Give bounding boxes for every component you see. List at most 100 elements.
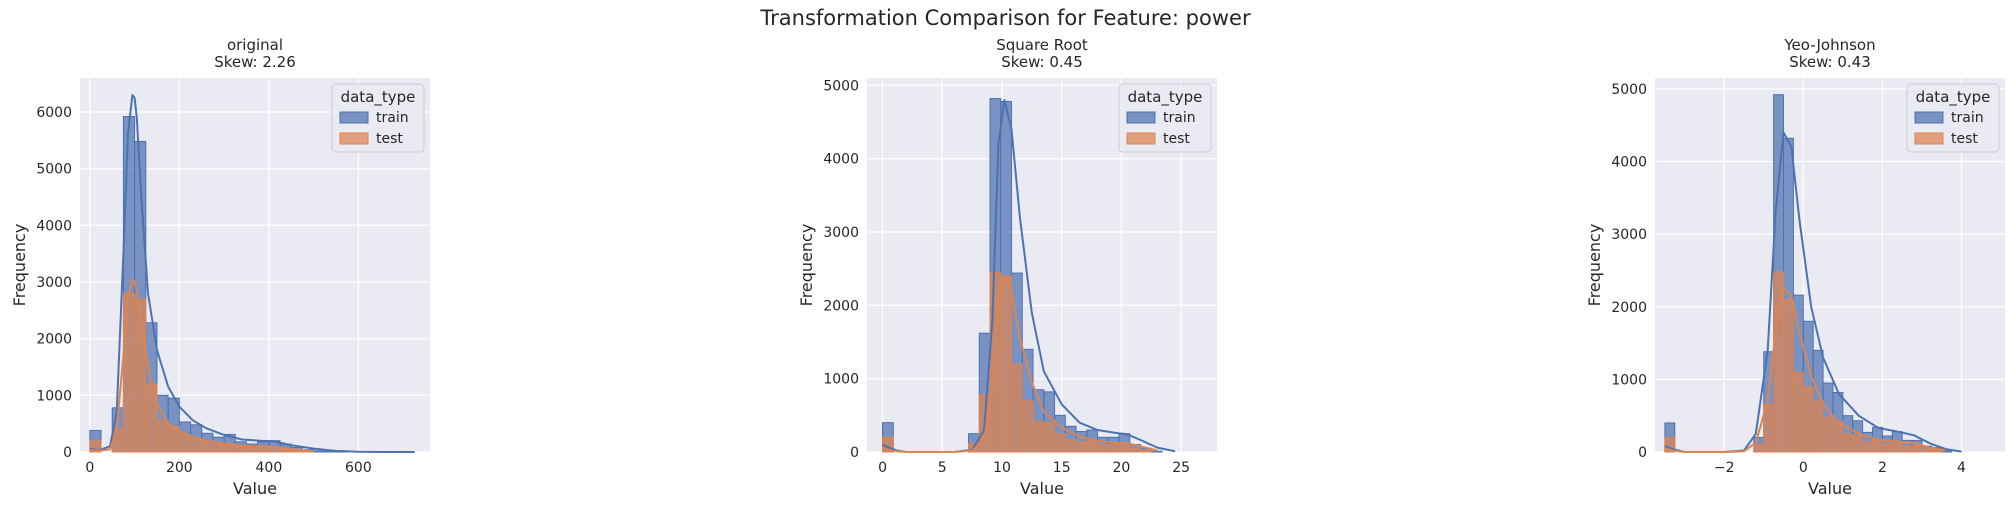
histogram-bar — [178, 434, 192, 453]
histogram-bar — [1021, 400, 1034, 453]
panel-subtitle: Skew: 0.43 — [1789, 53, 1871, 71]
histogram-bar — [89, 440, 102, 453]
y-tick-label: 4000 — [823, 152, 859, 168]
y-axis-label: Frequency — [1585, 224, 1604, 307]
y-tick-label: 4000 — [36, 218, 72, 234]
y-tick-label: 0 — [63, 445, 72, 461]
y-tick-label: 3000 — [823, 225, 859, 241]
kde-line-test — [89, 278, 314, 453]
histogram-bar — [212, 444, 225, 453]
histogram-bar — [1054, 433, 1066, 453]
histogram-bar — [1822, 416, 1834, 453]
kde-line-test — [1664, 287, 1946, 453]
histogram-bar — [201, 441, 214, 453]
kde-line-train — [89, 94, 415, 453]
panel-title: Yeo-Johnson — [1783, 36, 1875, 54]
legend-title: data_type — [341, 88, 416, 107]
histogram-bar — [1792, 371, 1804, 453]
histogram-bar — [1129, 447, 1142, 453]
y-tick-label: 1000 — [823, 372, 859, 388]
histogram-bar — [134, 298, 147, 453]
x-tick-label: 25 — [1172, 460, 1190, 476]
histogram-bar — [1000, 275, 1013, 453]
x-tick-label: 10 — [993, 460, 1011, 476]
legend-label-test: test — [1163, 131, 1190, 147]
panel-subtitle: Skew: 0.45 — [1001, 53, 1083, 71]
y-tick-label: 2000 — [823, 298, 859, 314]
panel-title: original — [227, 36, 283, 54]
legend-title: data_type — [1916, 88, 1991, 107]
y-tick-label: 5000 — [36, 162, 72, 178]
x-tick-label: 0 — [85, 460, 94, 476]
x-tick-label: 20 — [1113, 460, 1131, 476]
x-tick-label: 0 — [878, 460, 887, 476]
histogram-bar — [1881, 443, 1893, 453]
x-tick-label: 600 — [345, 460, 372, 476]
legend-label-test: test — [376, 131, 403, 147]
histogram-bar — [156, 419, 169, 453]
kde-line-test — [882, 276, 1158, 453]
y-tick-label: 6000 — [36, 105, 72, 121]
x-tick-label: 15 — [1053, 460, 1071, 476]
x-tick-label: 0 — [1799, 460, 1808, 476]
histogram-bar — [1032, 420, 1045, 453]
histogram-bar — [1075, 441, 1088, 453]
histogram-bar — [1891, 441, 1903, 453]
x-tick-label: 2 — [1878, 460, 1887, 476]
histogram-bar — [1911, 445, 1923, 453]
y-tick-label: 0 — [850, 445, 859, 461]
legend-swatch-test — [1914, 132, 1944, 145]
histogram-bar — [1043, 422, 1056, 453]
y-tick-label: 5000 — [1611, 82, 1647, 98]
legend-swatch-train — [1126, 111, 1156, 124]
chart-panel-1: 0 200 400 6000100020003000400050006000Value… — [10, 36, 430, 498]
chart-panel-2: 0 5 10 15 20 25 0 1000 2000 3000 4000 5000 Value Freq… — [797, 36, 1217, 498]
x-tick-label: −2 — [1714, 460, 1735, 476]
legend-swatch-train — [1914, 111, 1944, 124]
y-tick-label: 2000 — [36, 332, 72, 348]
histogram-bar — [313, 450, 326, 453]
histogram-test — [89, 292, 315, 453]
y-axis-label: Frequency — [797, 224, 816, 307]
histogram-bar — [1753, 444, 1765, 453]
legend-swatch-test — [1126, 132, 1156, 145]
histogram-bar — [1802, 386, 1814, 453]
histogram-bar — [1921, 448, 1933, 453]
y-tick-label: 3000 — [1611, 227, 1647, 243]
histogram-bar — [1150, 450, 1163, 453]
legend-label-train: train — [376, 110, 409, 126]
histogram-bar — [1783, 298, 1794, 453]
histogram-bar — [1064, 439, 1077, 453]
y-tick-label: 2000 — [1611, 300, 1647, 316]
histogram-bar — [1118, 443, 1131, 453]
legend-swatch-test — [339, 132, 369, 145]
y-axis-label: Frequency — [10, 224, 29, 307]
histogram-bar — [1842, 433, 1854, 453]
chart-panel-3: −2 0 2 4 0 1000 2000 3000 4000 5000 Value Frequency… — [1585, 36, 2005, 498]
x-axis-label: Value — [1808, 479, 1852, 498]
histogram-bar — [234, 446, 247, 453]
figure-title: Transformation Comparison for Feature: p… — [760, 6, 1251, 30]
y-tick-label: 1000 — [1611, 372, 1647, 388]
histogram-bar — [1011, 363, 1023, 453]
legend-label-train: train — [1163, 110, 1196, 126]
x-tick-label: 5 — [938, 460, 947, 476]
y-tick-label: 5000 — [823, 78, 859, 94]
x-tick-label: 400 — [256, 460, 283, 476]
histogram-bar — [1664, 436, 1676, 453]
x-axis-label: Value — [233, 479, 277, 498]
panel-subtitle: Skew: 2.26 — [214, 53, 296, 71]
y-tick-label: 0 — [1638, 445, 1647, 461]
histogram-bar — [1107, 444, 1120, 453]
histogram-bar — [1086, 440, 1099, 453]
panel-title: Square Root — [996, 36, 1088, 54]
x-tick-label: 4 — [1957, 460, 1966, 476]
histogram-bar — [1140, 450, 1152, 453]
y-tick-label: 3000 — [36, 275, 72, 291]
histogram-bar — [1862, 441, 1874, 453]
y-tick-label: 1000 — [36, 388, 72, 404]
